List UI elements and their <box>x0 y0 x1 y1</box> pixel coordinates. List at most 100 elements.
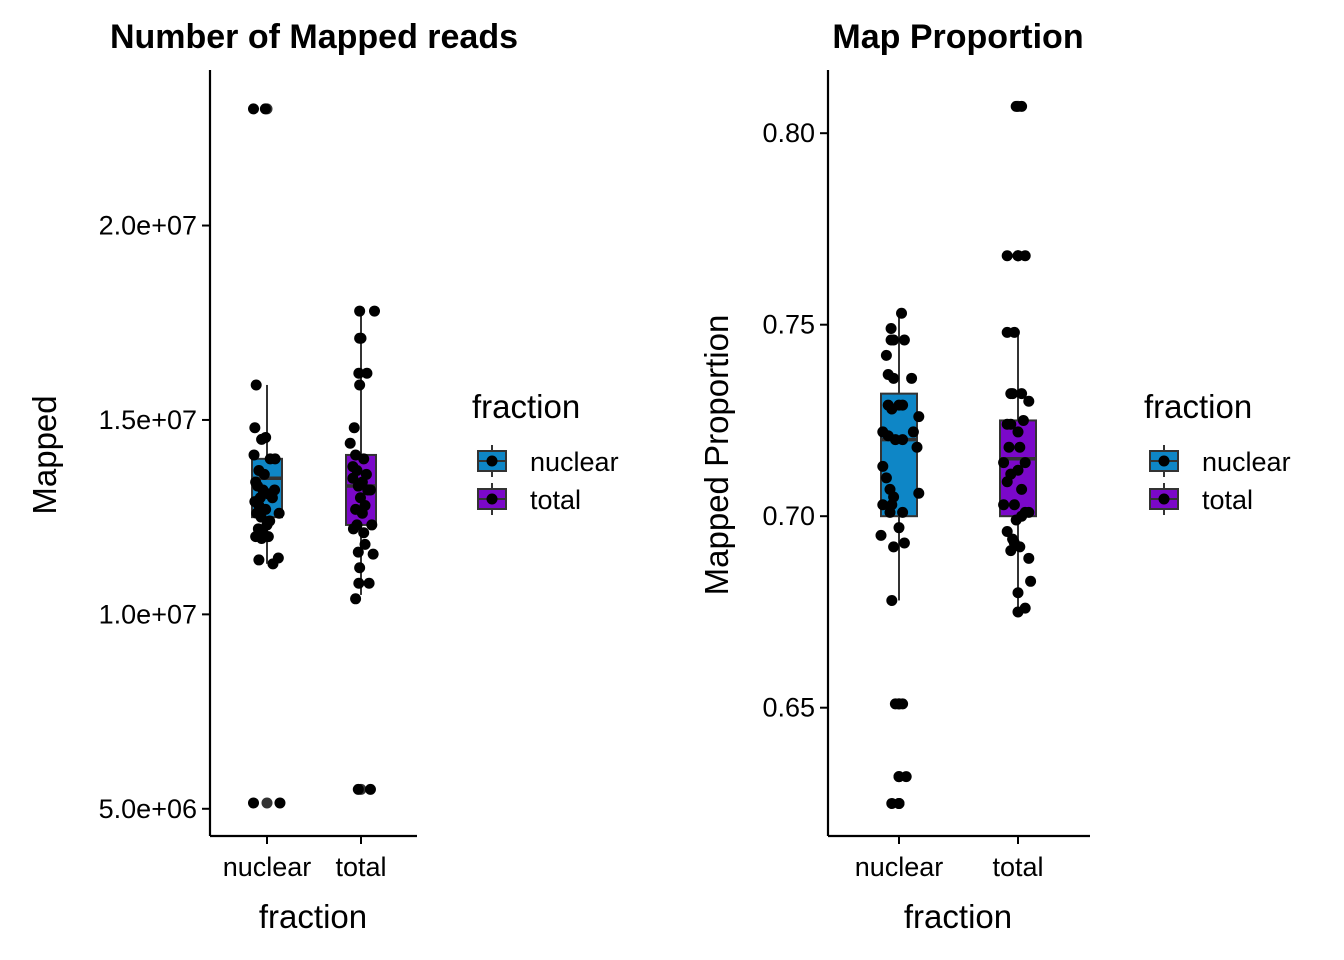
data-point <box>354 379 366 391</box>
data-point <box>886 594 898 606</box>
data-point <box>259 103 271 115</box>
outlier-point <box>261 797 273 809</box>
data-point <box>344 437 356 449</box>
data-point <box>248 103 259 115</box>
data-point <box>1014 441 1026 453</box>
data-point <box>1001 476 1013 488</box>
data-point <box>248 449 260 461</box>
data-point <box>885 323 897 335</box>
x-axis-title: fraction <box>259 898 367 935</box>
data-point <box>361 367 373 379</box>
data-point <box>274 797 286 809</box>
data-point <box>354 562 366 574</box>
box-nuclear <box>880 392 918 518</box>
data-point <box>888 372 900 384</box>
data-point <box>1008 499 1020 511</box>
data-point <box>354 305 366 317</box>
data-point <box>1003 441 1015 453</box>
legend-key-point <box>1158 455 1170 467</box>
legend-label-total: total <box>1202 485 1253 515</box>
chart-title: Map Proportion <box>832 18 1083 56</box>
data-point <box>1019 457 1031 469</box>
legend-key-point <box>486 455 498 467</box>
data-point <box>356 507 368 519</box>
panel-mapped-reads: Number of Mapped reads Mapped fraction 5… <box>26 18 619 935</box>
data-point <box>1016 388 1028 400</box>
plot-area: 0.65 0.70 0.75 0.80 nuclear total <box>762 70 1090 882</box>
data-point <box>1017 414 1029 426</box>
data-point <box>352 546 364 558</box>
data-point <box>998 457 1010 469</box>
data-point <box>897 698 909 710</box>
data-point <box>1012 587 1024 599</box>
panel-map-proportion: Map Proportion Mapped Proportion fractio… <box>698 18 1291 935</box>
legend-key-point <box>1158 493 1170 505</box>
data-point <box>363 577 375 589</box>
data-point <box>875 529 887 541</box>
data-point <box>906 372 918 384</box>
data-point <box>364 484 376 496</box>
data-point <box>369 305 380 317</box>
y-tick-label: 1.5e+07 <box>99 405 197 435</box>
data-point <box>350 593 362 605</box>
y-tick-label: 0.80 <box>762 118 815 148</box>
data-point <box>913 411 925 423</box>
data-point <box>888 334 900 346</box>
legend: fraction nuclear total <box>472 388 619 515</box>
legend: fraction nuclear total <box>1144 388 1291 515</box>
data-point <box>258 468 270 480</box>
data-point <box>1007 388 1019 400</box>
data-point <box>254 492 266 504</box>
data-point <box>1001 526 1013 538</box>
x-tick-label: nuclear <box>223 852 312 882</box>
y-axis-title: Mapped Proportion <box>698 315 735 596</box>
data-point <box>1005 418 1017 430</box>
data-point <box>896 307 908 319</box>
y-tick-label: 5.0e+06 <box>99 794 197 824</box>
data-point <box>897 434 909 446</box>
data-point <box>1016 483 1028 495</box>
data-point <box>888 541 900 553</box>
data-point <box>911 441 923 453</box>
data-point <box>1023 552 1035 564</box>
data-point <box>347 472 359 484</box>
legend-label-nuclear: nuclear <box>1202 447 1291 477</box>
data-point <box>269 453 281 465</box>
legend-label-nuclear: nuclear <box>530 447 619 477</box>
x-tick-label: total <box>992 852 1043 882</box>
data-point <box>893 522 905 534</box>
data-point <box>249 422 261 434</box>
data-point <box>352 783 364 795</box>
x-tick-label: total <box>335 852 386 882</box>
data-point <box>898 537 910 549</box>
data-point <box>1019 250 1031 262</box>
data-point <box>877 499 889 511</box>
data-point <box>358 527 370 539</box>
data-point <box>1008 537 1020 549</box>
data-point <box>1012 606 1024 618</box>
data-point <box>893 797 905 809</box>
data-point <box>1001 250 1013 262</box>
data-point <box>358 453 370 465</box>
data-point <box>353 367 365 379</box>
data-point <box>255 511 267 523</box>
data-point <box>1008 326 1020 338</box>
data-point <box>260 431 272 443</box>
data-point <box>250 379 262 391</box>
data-point <box>1010 514 1022 526</box>
y-tick-label: 0.75 <box>762 310 815 340</box>
x-axis-title: fraction <box>904 898 1012 935</box>
data-point <box>907 426 919 438</box>
chart-title: Number of Mapped reads <box>110 18 518 56</box>
y-tick-label: 1.0e+07 <box>99 599 197 629</box>
x-tick-label: nuclear <box>855 852 944 882</box>
legend-key-point <box>486 493 498 505</box>
data-point <box>877 460 889 472</box>
data-point <box>897 506 909 518</box>
data-point <box>348 422 360 434</box>
data-point <box>880 349 892 361</box>
plot-area: 5.0e+06 1.0e+07 1.5e+07 2.0e+07 nuclear total <box>99 70 417 882</box>
data-point <box>1023 395 1035 407</box>
y-tick-label: 0.70 <box>762 501 815 531</box>
